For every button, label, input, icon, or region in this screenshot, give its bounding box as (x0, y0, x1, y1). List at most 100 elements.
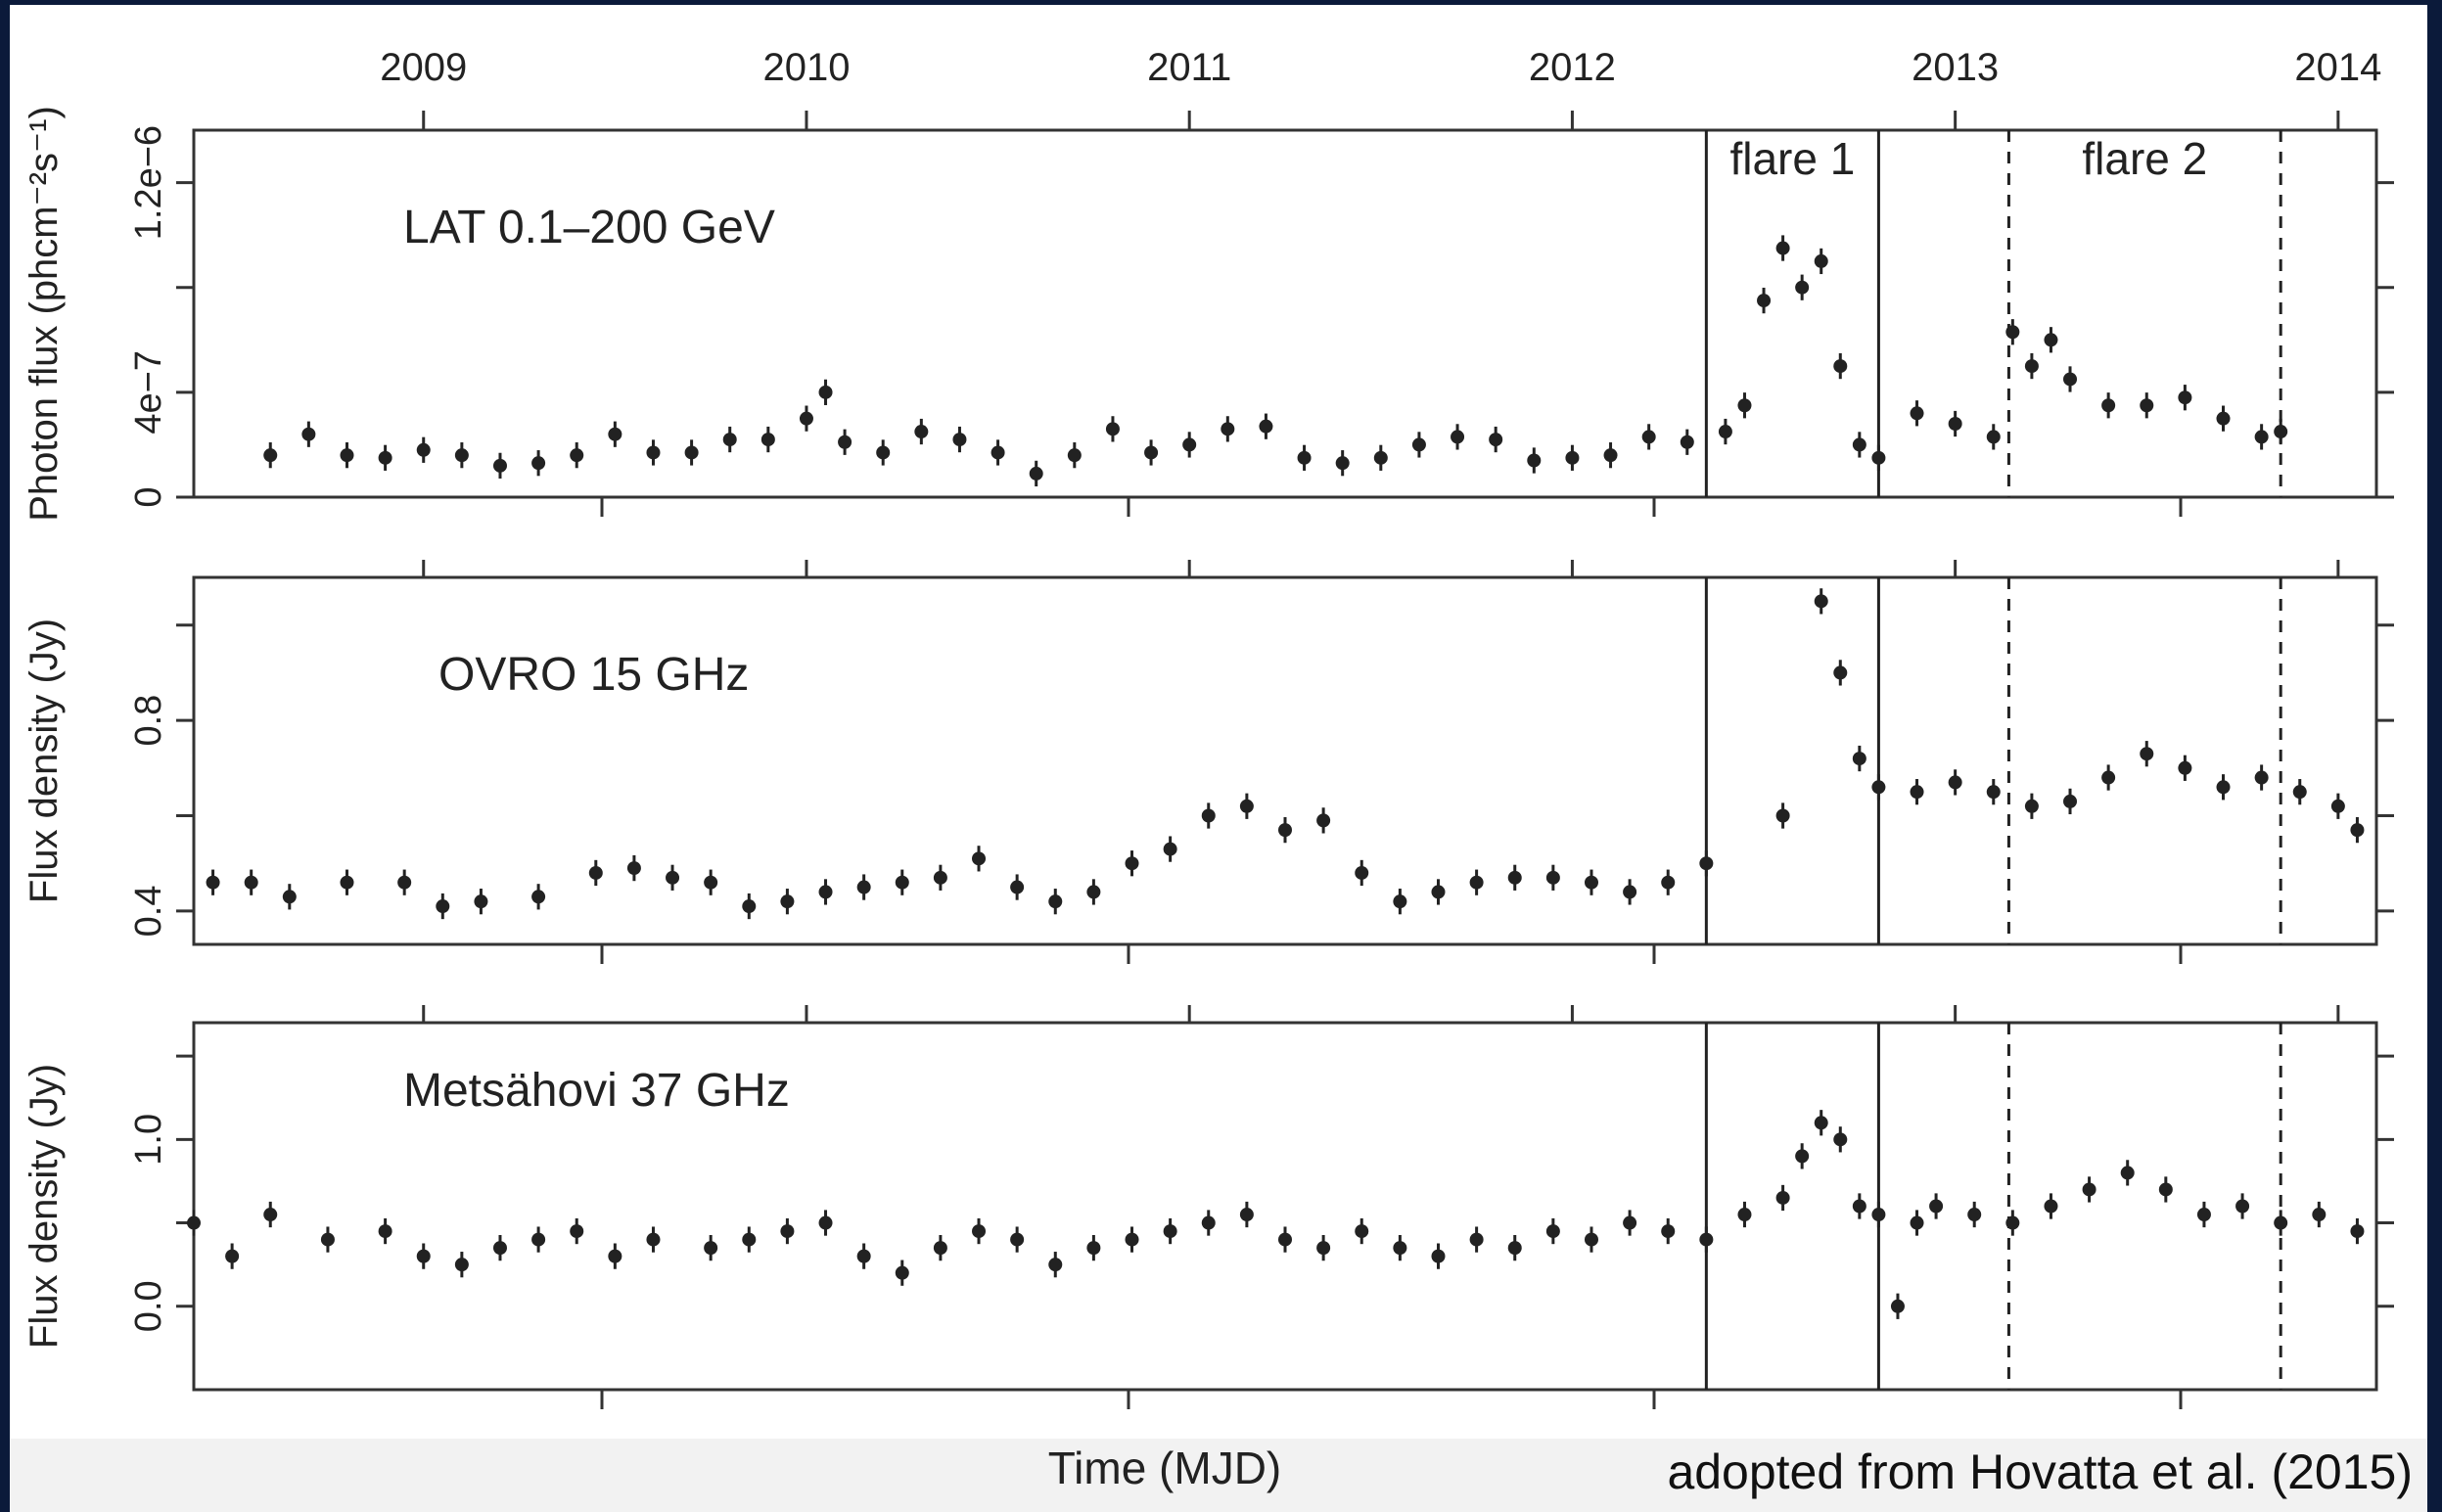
data-point (1623, 1215, 1637, 1230)
data-point (416, 1249, 431, 1263)
y-axis-label: Flux density (Jy) (23, 1064, 66, 1349)
data-point (2024, 359, 2039, 374)
data-point (972, 851, 987, 866)
data-point (2216, 780, 2231, 795)
data-point (991, 445, 1005, 460)
data-point (1316, 1241, 1331, 1256)
data-point (1411, 437, 1426, 452)
data-point (1718, 425, 1732, 439)
flare-annotations: flare 1 flare 2 (1729, 133, 2207, 184)
y-axis-tick-label: 1.0 (128, 1114, 169, 1166)
data-point (876, 445, 891, 460)
data-point (436, 899, 450, 914)
data-point (799, 411, 813, 426)
data-point (282, 890, 297, 904)
data-point (1986, 785, 2001, 800)
data-point (1890, 1299, 1905, 1313)
panel-1: 0 4e−7 1.2e−6 Photon flux (phcm⁻²s⁻¹) LAT 0.… (23, 106, 2394, 522)
data-point (1623, 885, 1637, 899)
data-point (320, 1232, 335, 1247)
data-point (1986, 430, 2001, 444)
data-point (1948, 775, 1962, 790)
data-point (895, 1265, 909, 1280)
data-point (301, 427, 316, 441)
data-point (2158, 1182, 2173, 1197)
data-point (1833, 359, 1848, 374)
data-point (1948, 417, 1962, 431)
data-point (1469, 1232, 1484, 1247)
data-point (1814, 594, 1828, 609)
panel-frame (192, 1021, 2378, 1392)
data-point (206, 875, 220, 890)
data-point (2196, 1208, 2211, 1222)
top-axis-tick-label: 2011 (1147, 46, 1231, 89)
data-point (1105, 422, 1120, 436)
data-point (1278, 823, 1292, 838)
figure-background (10, 5, 2427, 1512)
data-point (1010, 880, 1025, 894)
data-point (397, 875, 412, 890)
data-point (1316, 813, 1331, 828)
x-axis-label: Time (MJD) (1048, 1443, 1281, 1493)
data-point (608, 1249, 622, 1263)
data-point (2330, 799, 2345, 813)
data-point (646, 445, 661, 460)
data-point (1852, 752, 1866, 766)
data-point (531, 1232, 546, 1247)
flare-annotation: flare 1 (1729, 133, 1855, 184)
data-point (1259, 419, 1273, 434)
data-point (1355, 1224, 1369, 1239)
data-point (2350, 823, 2365, 838)
data-point (531, 456, 546, 471)
data-point (1584, 875, 1598, 890)
data-point (2101, 398, 2116, 413)
top-axis-tick-label: 2013 (1912, 46, 1999, 89)
data-point (1239, 1208, 1254, 1222)
data-point (780, 1224, 795, 1239)
data-point (2292, 785, 2307, 800)
data-point (1182, 437, 1197, 452)
data-point (2101, 770, 2116, 785)
top-year-axis: 2009 2010 2011 2012 2013 2014 (380, 46, 2381, 130)
data-point (340, 875, 354, 890)
data-point (1852, 1199, 1866, 1214)
y-axis-tick-label: 0.0 (128, 1280, 169, 1332)
data-point (454, 448, 469, 463)
data-point (2178, 760, 2192, 775)
data-point (1757, 294, 1772, 308)
panel-2: 0.4 0.8 Flux density (Jy) OVRO 15 GHz (23, 560, 2394, 964)
data-point (225, 1249, 240, 1263)
data-point (1545, 1224, 1560, 1239)
data-point (1584, 1232, 1598, 1247)
data-point (378, 1224, 392, 1239)
data-point (2024, 799, 2039, 813)
data-point (2216, 411, 2231, 426)
data-point (1451, 430, 1465, 444)
data-point (1527, 453, 1542, 468)
data-point (1239, 799, 1254, 813)
panel-frame (192, 575, 2378, 946)
y-axis-tick-label: 0 (128, 486, 169, 507)
data-point (895, 875, 909, 890)
flare-boundary-lines (1704, 130, 2282, 1390)
data-point (1297, 450, 1312, 465)
panel-label: Metsähovi 37 GHz (403, 1065, 790, 1117)
data-point (1431, 1249, 1446, 1263)
data-point (1833, 1132, 1848, 1147)
top-axis-tick-label: 2009 (380, 46, 467, 89)
y-axis-tick-label: 4e−7 (128, 350, 169, 435)
data-point (626, 861, 641, 876)
data-point (416, 442, 431, 457)
source-credit: adopted from Hovatta et al. (2015) (1667, 1444, 2413, 1499)
data-point (1010, 1232, 1025, 1247)
data-point (1125, 1232, 1139, 1247)
data-point (1814, 1116, 1828, 1130)
data-point (722, 433, 737, 447)
data-point (1910, 785, 1924, 800)
data-point (1967, 1208, 1982, 1222)
data-point (454, 1258, 469, 1272)
data-point (1910, 406, 1924, 421)
data-point (2140, 747, 2154, 761)
data-point (933, 1241, 947, 1256)
data-point (742, 1232, 757, 1247)
